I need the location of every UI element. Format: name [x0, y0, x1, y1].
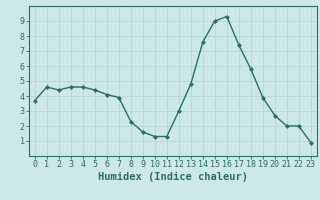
X-axis label: Humidex (Indice chaleur): Humidex (Indice chaleur): [98, 172, 248, 182]
